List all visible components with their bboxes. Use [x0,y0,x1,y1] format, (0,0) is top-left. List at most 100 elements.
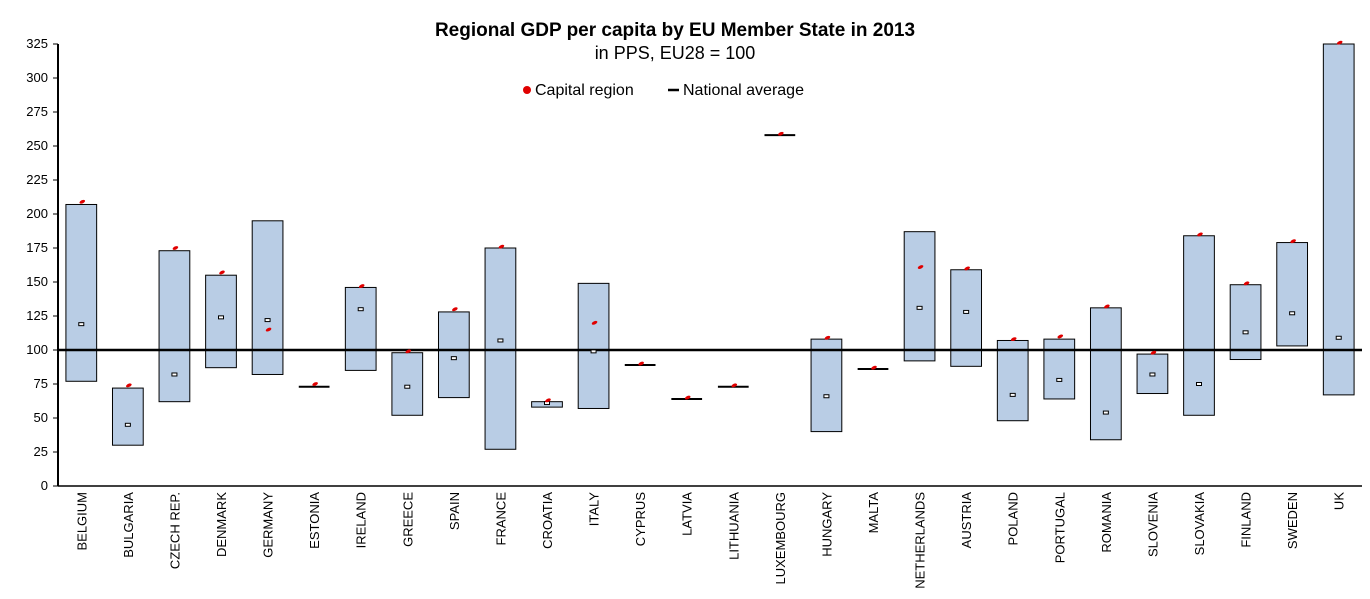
category-label: SLOVAKIA [1192,492,1207,556]
y-tick-label: 300 [26,70,48,85]
capital-region-mark [591,320,598,325]
national-average-mark [1196,382,1202,386]
category-label: ESTONIA [307,492,322,549]
capital-region-mark [638,361,644,366]
national-average-mark [450,356,457,361]
capital-region-mark [917,265,924,269]
range-bar [903,231,936,362]
range-bar [1276,242,1309,347]
capital-region-mark [498,244,505,249]
range-bar [158,250,191,403]
category-label: AUSTRIA [959,492,974,549]
category-label: FRANCE [493,492,508,546]
category-label: GERMANY [261,492,276,558]
y-tick-label: 25 [34,444,48,459]
y-tick-label: 200 [26,206,48,221]
category-label: SLOVENIA [1145,492,1160,557]
national-average-mark [1149,372,1156,377]
legend-national-label: National average [683,82,804,99]
national-average-mark [218,315,224,320]
chart-title: Regional GDP per capita by EU Member Sta… [435,20,915,41]
y-tick-label: 150 [26,274,48,289]
capital-region-mark [1150,350,1157,355]
range-bar [344,286,377,371]
category-label: PORTUGAL [1052,492,1067,563]
y-tick-label: 0 [41,478,48,493]
national-average-mark [916,305,923,310]
national-average-mark [823,394,830,399]
category-label: CROATIA [540,492,555,549]
category-label: POLAND [1006,492,1021,545]
national-average-mark [1335,335,1342,340]
range-bar [251,220,284,375]
national-average-mark [171,372,178,377]
range-bar [111,387,144,446]
category-label: SWEDEN [1285,492,1300,549]
national-average-mark [1242,330,1249,335]
category-label: FINLAND [1239,492,1254,548]
capital-region-mark [265,327,272,332]
range-bar [1043,338,1076,400]
capital-region-mark [126,383,132,388]
category-label: LUXEMBOURG [773,492,788,584]
capital-region-mark [778,131,784,136]
y-tick-label: 225 [26,172,48,187]
national-average-mark [1102,410,1109,415]
legend: Capital region National average [523,82,804,99]
range-bar [205,274,237,369]
national-average-mark [404,384,411,389]
capital-region-mark [405,349,412,354]
y-tick-label: 100 [26,342,48,357]
category-label: GREECE [400,492,415,547]
markers [78,40,1343,427]
national-average-mark [497,338,504,343]
capital-region-mark [824,335,831,340]
y-tick-label: 50 [34,410,48,425]
category-label: ITALY [587,492,602,527]
range-bar [577,282,610,409]
x-axis: BELGIUM BULGARIA CZECH REP. DENMARK GERMANY E… [58,485,1362,589]
national-average-mark [124,422,131,427]
range-bar [391,352,424,416]
national-average-mark [1289,311,1296,316]
national-average-mark [590,349,597,354]
category-label: UK [1332,492,1347,510]
range-bar [484,247,517,450]
capital-region-mark [1057,334,1064,339]
category-label: HUNGARY [819,492,834,557]
capital-region-mark [79,199,86,204]
capital-region-mark [545,398,551,403]
category-label: ROMANIA [1099,492,1114,553]
range-bar [1089,307,1122,441]
y-tick-label: 275 [26,104,48,119]
national-average-mark [264,318,271,323]
legend-capital-label: Capital region [535,82,634,99]
range-bars [65,43,1355,450]
category-label: CYPRUS [633,492,648,547]
category-label: NETHERLANDS [913,492,928,589]
capital-region-mark [1010,337,1017,342]
capital-region-mark [1336,40,1343,45]
capital-region-mark [172,246,179,250]
chart-subtitle: in PPS, EU28 = 100 [595,43,756,63]
capital-region-mark [1104,304,1110,309]
legend-capital-marker [523,86,531,94]
national-average-mark [963,309,970,314]
category-label: CZECH REP. [167,492,182,569]
y-tick-label: 125 [26,308,48,323]
capital-region-mark [964,266,970,271]
capital-region-mark [1243,281,1250,286]
range-bar [1322,43,1355,396]
range-bar [996,339,1029,422]
category-label: BELGIUM [74,492,89,551]
capital-region-mark [1197,232,1203,237]
y-tick-label: 175 [26,240,48,255]
y-tick-label: 325 [26,36,48,51]
range-bar [810,338,843,433]
capital-region-mark [1290,239,1296,244]
capital-region-mark [219,270,225,275]
y-tick-label: 75 [34,376,48,391]
y-tick-label: 250 [26,138,48,153]
range-bar [1183,235,1215,416]
